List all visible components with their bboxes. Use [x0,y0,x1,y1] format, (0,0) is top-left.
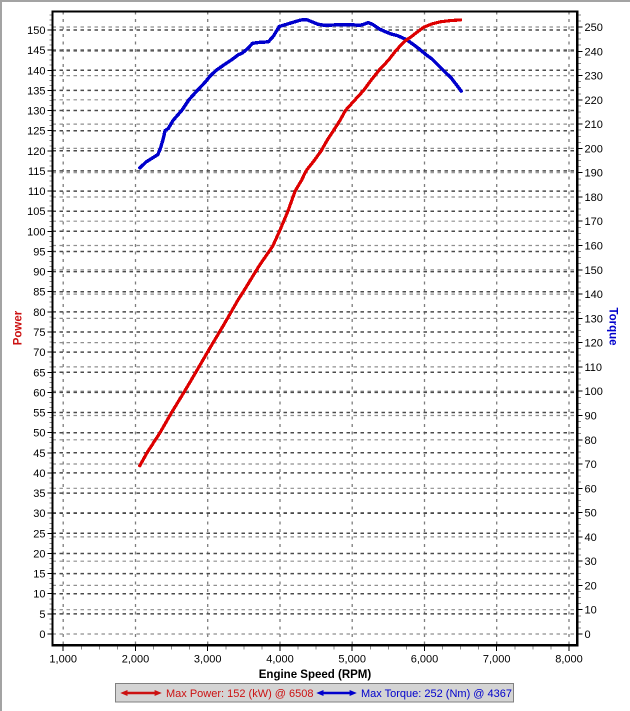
svg-text:140: 140 [585,289,603,301]
svg-text:20: 20 [585,580,597,592]
svg-text:250: 250 [585,22,603,34]
svg-text:60: 60 [585,483,597,495]
svg-text:90: 90 [33,267,45,279]
svg-text:190: 190 [585,168,603,180]
svg-text:90: 90 [585,411,597,423]
svg-text:200: 200 [585,143,603,155]
svg-text:115: 115 [28,166,46,178]
svg-text:150: 150 [27,25,45,37]
svg-text:100: 100 [27,226,45,238]
svg-text:5,000: 5,000 [338,654,366,666]
svg-text:130: 130 [585,313,603,325]
svg-text:4,000: 4,000 [266,654,294,666]
svg-text:40: 40 [33,468,45,480]
svg-text:120: 120 [585,338,603,350]
svg-text:40: 40 [585,532,597,544]
svg-text:100: 100 [585,386,603,398]
svg-text:105: 105 [27,206,45,218]
svg-text:110: 110 [28,186,46,198]
svg-text:20: 20 [33,549,45,561]
svg-text:45: 45 [33,448,45,460]
svg-text:80: 80 [585,435,597,447]
svg-text:10: 10 [585,605,597,617]
svg-text:60: 60 [33,387,45,399]
svg-text:35: 35 [33,488,45,500]
svg-text:6,000: 6,000 [411,654,439,666]
svg-text:75: 75 [33,327,45,339]
svg-text:130: 130 [27,106,45,118]
svg-text:180: 180 [585,192,603,204]
svg-text:15: 15 [33,569,45,581]
svg-text:0: 0 [585,629,591,641]
svg-text:140: 140 [27,65,45,77]
svg-text:125: 125 [27,126,45,138]
svg-text:10: 10 [33,589,45,601]
svg-text:70: 70 [33,347,45,359]
svg-text:85: 85 [33,287,45,299]
svg-text:80: 80 [33,307,45,319]
svg-text:160: 160 [585,241,603,253]
svg-text:145: 145 [27,45,45,57]
svg-text:170: 170 [585,216,603,228]
svg-text:1,000: 1,000 [49,654,77,666]
svg-text:3,000: 3,000 [194,654,222,666]
svg-text:65: 65 [33,367,45,379]
svg-text:25: 25 [33,528,45,540]
svg-text:7,000: 7,000 [483,654,511,666]
svg-text:55: 55 [33,408,45,420]
svg-text:135: 135 [27,85,45,97]
svg-text:50: 50 [585,508,597,520]
svg-text:120: 120 [27,146,45,158]
svg-text:Torque: Torque [607,307,619,345]
svg-text:230: 230 [585,71,603,83]
svg-text:110: 110 [585,362,603,374]
svg-text:8,000: 8,000 [555,654,583,666]
svg-text:0: 0 [39,629,45,641]
svg-text:210: 210 [585,119,603,131]
svg-text:5: 5 [39,609,45,621]
svg-text:Engine Speed (RPM): Engine Speed (RPM) [259,669,372,681]
svg-text:150: 150 [585,265,603,277]
svg-text:Max Torque: 252 (Nm) @ 4367: Max Torque: 252 (Nm) @ 4367 [361,688,512,700]
svg-text:Power: Power [13,310,25,345]
svg-text:220: 220 [585,95,603,107]
svg-text:50: 50 [33,428,45,440]
svg-text:2,000: 2,000 [122,654,150,666]
svg-text:70: 70 [585,459,597,471]
svg-text:95: 95 [33,247,45,259]
svg-text:30: 30 [33,508,45,520]
svg-text:Max Power: 152 (kW) @ 6508: Max Power: 152 (kW) @ 6508 [166,688,314,700]
svg-text:30: 30 [585,556,597,568]
svg-text:240: 240 [585,46,603,58]
